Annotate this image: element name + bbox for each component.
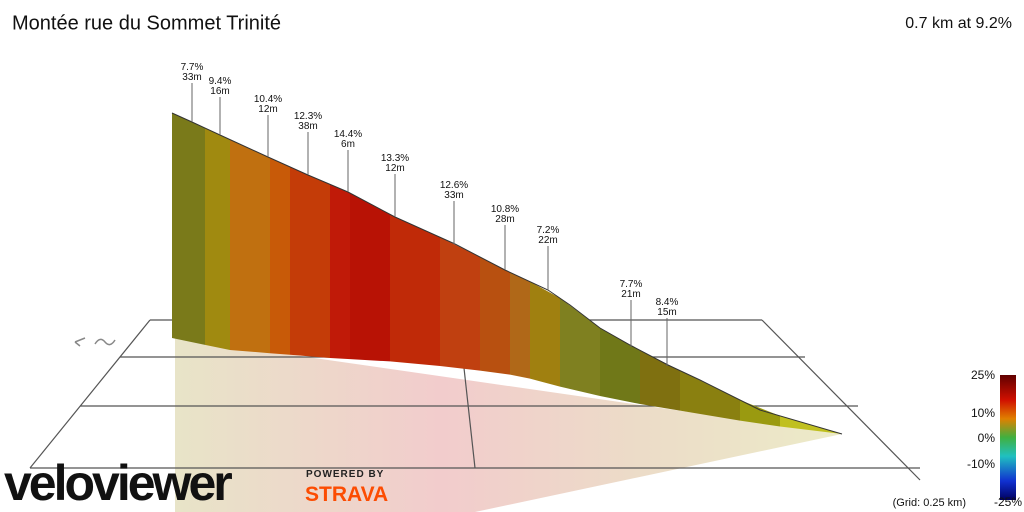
wall-strip — [440, 237, 480, 371]
annotation-grade: 7.2% — [537, 225, 560, 236]
annotation-grade: 10.8% — [491, 204, 519, 215]
wall-strip — [270, 157, 290, 355]
annotation-length: 22m — [538, 235, 557, 246]
scale-labels: 25% 10% 0% -10% -25% — [967, 368, 1022, 509]
annotation-length: 6m — [341, 139, 355, 150]
annotation-grade: 13.3% — [381, 153, 409, 164]
annotations: 7.7%33m 9.4%16m10.4%12m12.3%38m14.4%6m13.… — [181, 62, 679, 366]
annotation-grade: 9.4% — [209, 76, 232, 87]
wall-strip — [205, 128, 230, 350]
annotation-length: 38m — [298, 121, 317, 132]
scale-label: -25% — [994, 495, 1022, 509]
annotation-grade: 8.4% — [656, 297, 679, 308]
annotation-length: 15m — [657, 307, 676, 318]
wall-strip — [510, 272, 530, 379]
annotation-length: 33m — [444, 190, 463, 201]
annotation-length: 16m — [210, 86, 229, 97]
wall-strip — [230, 139, 270, 354]
annotation-grade: 12.6% — [440, 180, 468, 191]
logo: veloviewer — [4, 455, 232, 511]
wall-strip — [330, 184, 350, 360]
annotation-grade: 7.7% — [620, 279, 643, 290]
wall-strip — [480, 257, 510, 375]
annotation-length: 33m — [182, 72, 201, 83]
annotation-grade: 7.7% — [181, 62, 204, 73]
wall-strip — [350, 193, 390, 362]
wall-strip — [390, 214, 440, 366]
annotation-length: 12m — [385, 163, 404, 174]
wall-strip — [740, 400, 780, 427]
annotation-grade: 14.4% — [334, 129, 362, 140]
compass — [74, 337, 116, 347]
color-scale — [1000, 375, 1016, 500]
summary: 0.7 km at 9.2% — [905, 15, 1012, 32]
grid-note: (Grid: 0.25 km) — [893, 497, 966, 509]
wall-strip — [172, 113, 205, 345]
scale-label: 0% — [978, 431, 996, 445]
wall-strip — [640, 350, 680, 411]
annotation-length: 21m — [621, 289, 640, 300]
wall-strip — [560, 298, 600, 396]
powered-by: POWERED BY — [306, 469, 384, 480]
scale-label: 10% — [971, 406, 995, 420]
wall-strip — [290, 166, 330, 358]
annotation-grade: 12.3% — [294, 111, 322, 122]
annotation-length: 12m — [258, 104, 277, 115]
wall-strip — [600, 328, 640, 404]
profile-wall — [171, 112, 843, 435]
wall-strip — [530, 281, 560, 387]
strava: STRAVA — [305, 483, 388, 506]
title: Montée rue du Sommet Trinité — [12, 12, 281, 34]
annotation-grade: 10.4% — [254, 94, 282, 105]
scale-label: 25% — [971, 368, 995, 382]
annotation-length: 28m — [495, 214, 514, 225]
scale-label: -10% — [967, 457, 995, 471]
wall-strip — [680, 370, 740, 421]
